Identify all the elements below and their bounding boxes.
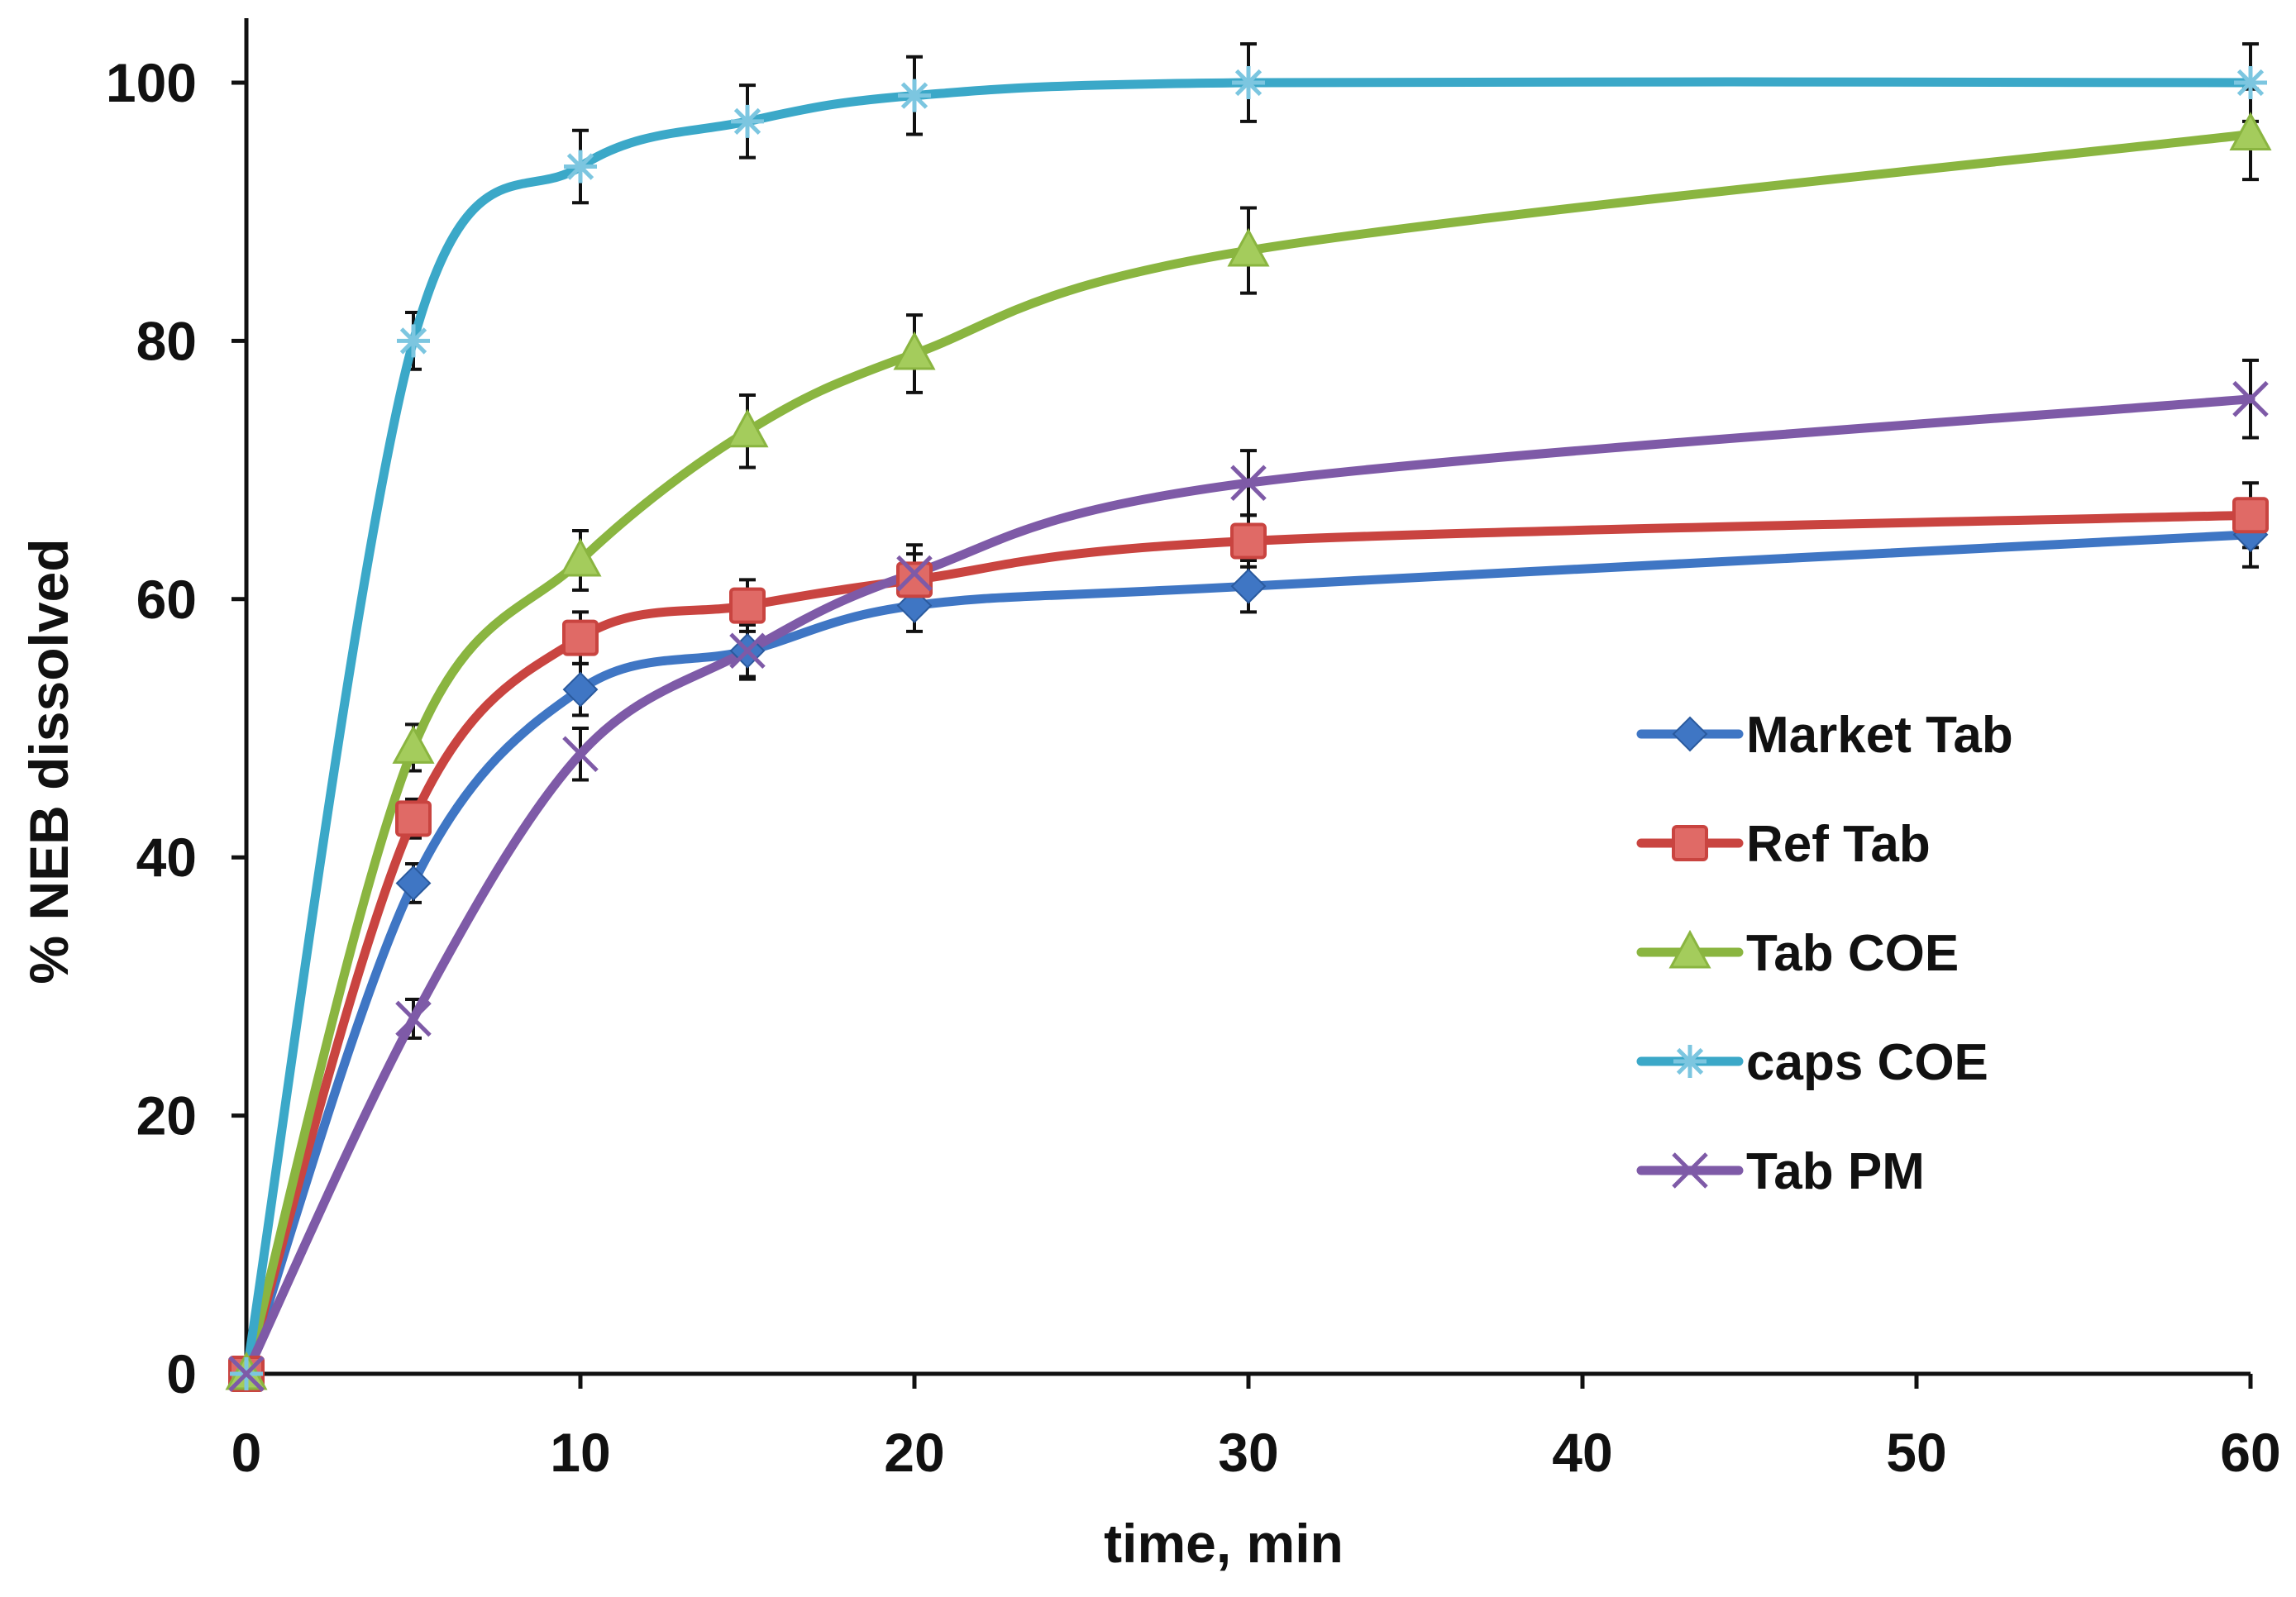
series-markers <box>225 66 2272 1392</box>
legend-item-tab-pm: Tab PM <box>1636 1143 1925 1200</box>
data-point-caps-coe <box>564 150 597 184</box>
x-tick-label: 0 <box>232 1422 262 1483</box>
y-tick-label: 100 <box>106 52 197 113</box>
legend-label: caps COE <box>1746 1034 1988 1091</box>
x-stroke <box>896 555 933 592</box>
data-point-ref-tab <box>395 800 432 837</box>
asterisk-stroke <box>1676 1047 1704 1075</box>
asterisk-stroke <box>566 153 594 180</box>
asterisk-stroke <box>1234 69 1263 97</box>
legend-item-caps-coe: caps COE <box>1636 1034 1988 1091</box>
series-line-ref-tab <box>241 510 2255 1379</box>
legend-label: Ref Tab <box>1746 816 1931 873</box>
y-tick-label: 80 <box>136 310 197 371</box>
data-point-tab-coe <box>2229 112 2272 150</box>
data-point-tab-coe <box>559 537 602 577</box>
y-tick-label: 20 <box>136 1085 197 1147</box>
legend-label: Market Tab <box>1746 707 2013 764</box>
data-point-market-tab <box>562 671 599 708</box>
data-point-tab-coe <box>1227 227 1270 267</box>
data-point-ref-tab <box>896 561 933 598</box>
data-point-caps-coe <box>397 324 430 358</box>
x-stroke <box>1672 1152 1708 1189</box>
data-point-tab-pm <box>896 555 933 592</box>
x-stroke <box>729 632 766 670</box>
data-point-tab-pm <box>395 1000 432 1037</box>
legend-marker <box>1668 929 1711 969</box>
data-point-market-tab <box>1230 568 1267 604</box>
asterisk-stroke <box>900 82 928 109</box>
asterisk-stroke <box>399 327 427 355</box>
y-tick-label: 0 <box>166 1343 197 1404</box>
legend-item-tab-coe: Tab COE <box>1636 925 1959 982</box>
legend-item-ref-tab: Ref Tab <box>1636 816 1931 873</box>
data-point-tab-coe <box>726 408 769 448</box>
data-point-tab-pm <box>1230 465 1267 501</box>
data-point-ref-tab <box>729 587 766 624</box>
legend: Market Tab Ref Tab Tab COE caps COE Tab PM <box>1636 707 2013 1200</box>
data-point-tab-pm <box>2232 380 2269 417</box>
data-point-caps-coe <box>1232 66 1265 99</box>
data-point-ref-tab <box>562 619 599 656</box>
legend-item-market-tab: Market Tab <box>1636 707 2013 764</box>
asterisk-stroke <box>733 107 761 136</box>
x-tick-label: 20 <box>884 1422 944 1483</box>
data-point-tab-pm <box>228 1356 265 1392</box>
y-tick-label: 60 <box>136 569 197 630</box>
x-tick-label: 60 <box>2220 1422 2280 1483</box>
data-point-caps-coe <box>898 79 931 112</box>
legend-marker <box>1673 1045 1706 1078</box>
data-point-tab-pm <box>562 736 599 773</box>
x-tick-label: 50 <box>1886 1422 1946 1483</box>
data-point-tab-coe <box>392 725 435 764</box>
asterisk-stroke <box>2236 69 2265 97</box>
legend-label: Tab COE <box>1746 925 1959 982</box>
data-point-tab-coe <box>893 331 936 370</box>
legend-label: Tab PM <box>1746 1143 1925 1200</box>
x-stroke <box>1230 465 1267 501</box>
x-stroke <box>228 1356 265 1392</box>
data-point-caps-coe <box>731 104 764 138</box>
series-line-market-tab <box>241 530 2255 1379</box>
series-line-tab-coe <box>241 129 2255 1379</box>
y-axis-title: % NEB dissolved <box>18 538 79 984</box>
legend-marker <box>1672 825 1708 861</box>
data-point-ref-tab <box>2232 497 2269 534</box>
x-axis-title: time, min <box>1104 1513 1344 1574</box>
axes: 0 20 40 60 80 100 0 10 20 30 40 50 60 time, min % NEB … <box>18 18 2281 1574</box>
data-point-caps-coe <box>2234 66 2267 99</box>
data-point-market-tab <box>395 865 432 901</box>
data-point-ref-tab <box>1230 522 1267 560</box>
x-tick-label: 30 <box>1218 1422 1278 1483</box>
y-tick-label: 40 <box>136 827 197 888</box>
x-tick-label: 10 <box>550 1422 610 1483</box>
x-stroke <box>395 1000 432 1037</box>
legend-marker <box>1672 1152 1708 1189</box>
data-point-tab-pm <box>729 632 766 670</box>
x-stroke <box>2232 380 2269 417</box>
x-tick-label: 40 <box>1552 1422 1612 1483</box>
legend-marker <box>1672 716 1708 752</box>
x-stroke <box>562 736 599 773</box>
